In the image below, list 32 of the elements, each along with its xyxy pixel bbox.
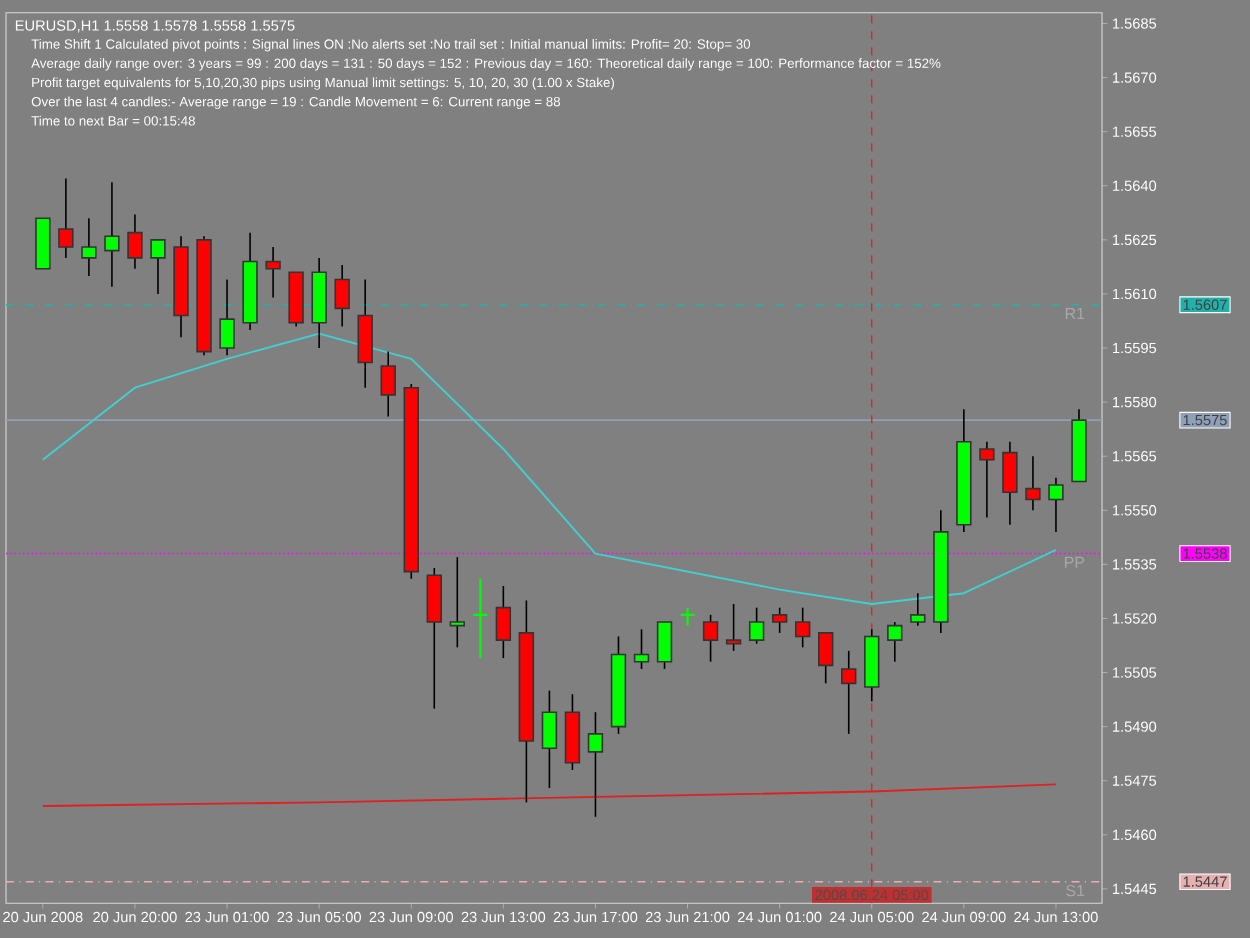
candlestick bbox=[910, 592, 926, 627]
candlestick bbox=[1025, 455, 1041, 512]
candlestick bbox=[334, 264, 350, 328]
candlestick bbox=[702, 614, 719, 663]
candlestick bbox=[794, 606, 811, 649]
candlestick bbox=[1002, 440, 1018, 526]
candlestick bbox=[587, 711, 604, 818]
candlestick bbox=[633, 628, 650, 670]
candlestick bbox=[426, 567, 442, 710]
candlestick bbox=[841, 650, 857, 735]
candlestick bbox=[541, 689, 558, 789]
candlestick bbox=[81, 217, 97, 277]
candlestick bbox=[265, 246, 281, 299]
candlestick bbox=[887, 621, 903, 663]
candlestick bbox=[979, 440, 995, 519]
candlestick bbox=[219, 278, 235, 357]
candlestick bbox=[357, 278, 373, 389]
candlestick bbox=[495, 585, 512, 659]
candlestick bbox=[449, 556, 466, 649]
candlestick bbox=[771, 606, 788, 634]
candlestick bbox=[380, 350, 396, 418]
candlestick bbox=[725, 603, 742, 652]
candlestick bbox=[818, 632, 834, 685]
candlestick bbox=[656, 621, 673, 670]
candlestick bbox=[104, 181, 120, 288]
candlestick bbox=[679, 606, 696, 627]
candlestick bbox=[127, 213, 143, 270]
candlestick bbox=[1048, 477, 1064, 533]
candlestick bbox=[58, 177, 74, 259]
candlestick bbox=[150, 239, 166, 295]
candlestick bbox=[472, 577, 489, 660]
candlestick bbox=[748, 606, 765, 645]
